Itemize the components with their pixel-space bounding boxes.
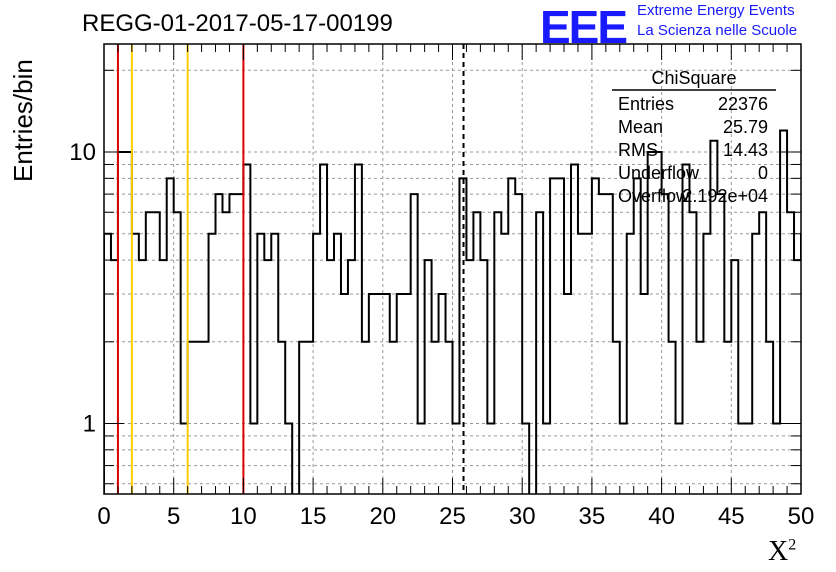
y-tick-label: 1 [83, 411, 96, 438]
x-tick-label: 30 [509, 503, 536, 530]
x-tick-label: 25 [439, 503, 466, 530]
eee-logo: EEE [540, 1, 628, 53]
stats-row-label: Overflow [618, 186, 690, 206]
stats-row-value: 25.79 [723, 117, 768, 137]
x-tick-label: 45 [718, 503, 745, 530]
x-axis-label: X2 [768, 536, 797, 567]
x-tick-label: 50 [788, 503, 815, 530]
x-tick-label: 40 [648, 503, 675, 530]
x-tick-label: 35 [579, 503, 606, 530]
logo-subtitle-2: La Scienza nelle Scuole [637, 22, 798, 39]
stats-box-name: ChiSquare [651, 68, 736, 88]
x-tick-label: 0 [97, 503, 110, 530]
x-tick-label: 15 [300, 503, 327, 530]
stats-row-label: RMS [618, 140, 658, 160]
stats-row-value: 22376 [718, 94, 768, 114]
stats-row-value: 14.43 [723, 140, 768, 160]
logo-subtitle-1: Extreme Energy Events [637, 2, 795, 19]
x-tick-label: 20 [369, 503, 396, 530]
y-tick-label: 10 [69, 139, 96, 166]
y-axis-label: Entries/bin [8, 59, 38, 182]
histogram-series [104, 129, 801, 494]
stats-row-label: Mean [618, 117, 663, 137]
chart-title: REGG-01-2017-05-17-00199 [82, 10, 393, 37]
stats-row-label: Underflow [618, 163, 700, 183]
stats-row-value: 0 [758, 163, 768, 183]
stats-row-label: Entries [618, 94, 674, 114]
x-tick-label: 5 [167, 503, 180, 530]
x-tick-label: 10 [230, 503, 257, 530]
stats-row-value: 2.192e+04 [682, 186, 768, 206]
